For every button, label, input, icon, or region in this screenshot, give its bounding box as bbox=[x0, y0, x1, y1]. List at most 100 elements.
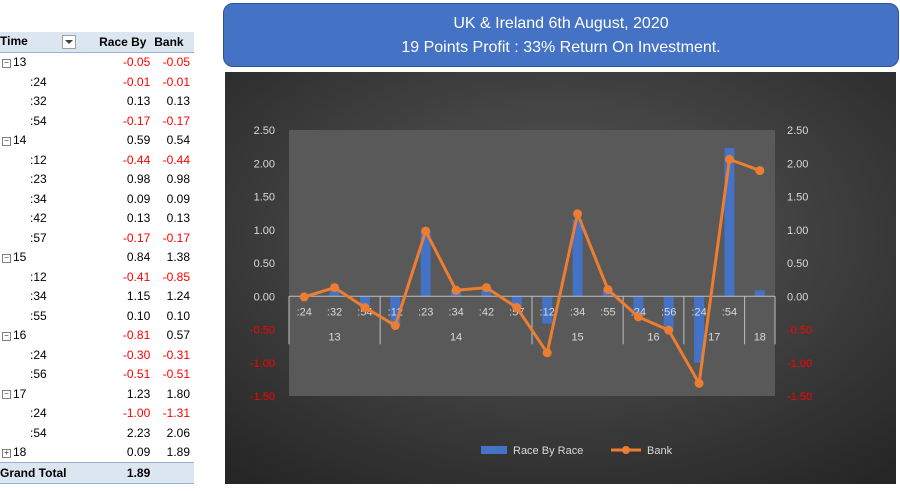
right-y-tick-label: -1.00 bbox=[787, 358, 812, 370]
group-tick-label: 15 bbox=[571, 331, 583, 343]
bank-line bbox=[303, 157, 761, 388]
race-bar bbox=[724, 147, 735, 297]
bar-series bbox=[299, 147, 765, 363]
right-y-tick-label: -0.50 bbox=[787, 325, 812, 337]
expand-icon[interactable]: + bbox=[2, 448, 11, 458]
right-y-tick-label: 2.50 bbox=[787, 125, 808, 137]
race-by-cell: -0.44 bbox=[122, 152, 151, 167]
collapse-icon[interactable]: − bbox=[2, 136, 11, 146]
time-cell: +18 bbox=[0, 443, 95, 463]
time-label: :34 bbox=[30, 289, 47, 304]
bank-point bbox=[390, 321, 400, 331]
race-by-cell: -0.05 bbox=[122, 55, 151, 70]
time-cell: :42 bbox=[0, 209, 95, 229]
time-label: 17 bbox=[13, 386, 27, 401]
left-y-tick-label: 2.00 bbox=[254, 158, 275, 170]
time-cell: :12 bbox=[0, 267, 95, 287]
legend: Race By Race Bank bbox=[481, 445, 673, 457]
bank-cell: 1.38 bbox=[166, 250, 190, 265]
bank-cell: -0.17 bbox=[162, 113, 190, 128]
legend-race-label: Race By Race bbox=[513, 445, 583, 457]
pivot-body: −13 -0.05 -0.05:24 -0.01 -0.01:32 0.13 0.13:54… bbox=[0, 52, 194, 484]
race-by-cell: 0.98 bbox=[126, 172, 151, 187]
race-bar bbox=[663, 296, 674, 331]
category-tick-label: :32 bbox=[327, 306, 342, 318]
bank-header: Bank bbox=[154, 32, 194, 53]
race-by-cell: -0.17 bbox=[122, 113, 151, 128]
race-by-cell: -0.81 bbox=[122, 328, 151, 343]
race-bar bbox=[359, 296, 370, 308]
bank-cell: 0.98 bbox=[166, 172, 190, 187]
group-row[interactable]: −15 0.84 1.38 bbox=[0, 248, 194, 268]
detail-row: :54 -0.17 -0.17 bbox=[0, 111, 194, 131]
right-y-tick-label: 1.00 bbox=[787, 225, 808, 237]
category-tick-label: :34 bbox=[570, 306, 585, 318]
bank-cell: -1.31 bbox=[162, 406, 190, 421]
left-y-tick-label: -0.50 bbox=[250, 325, 275, 337]
time-label: 13 bbox=[13, 55, 27, 70]
category-tick-label: :55 bbox=[600, 306, 615, 318]
legend-bar-swatch bbox=[481, 446, 507, 454]
chart-title-box: UK & Ireland 6th August, 2020 19 Points … bbox=[223, 3, 899, 67]
bank-point bbox=[573, 209, 583, 219]
legend-bank-label: Bank bbox=[647, 445, 673, 457]
detail-row: :12 -0.44 -0.44 bbox=[0, 150, 194, 170]
race-bar bbox=[390, 296, 401, 326]
pivot-table: Time Race By Bank −13 -0.05 -0.05:24 -0.01-… bbox=[0, 32, 194, 484]
bank-point bbox=[664, 325, 674, 335]
bank-cell: -0.01 bbox=[162, 74, 190, 89]
time-label: :55 bbox=[30, 308, 47, 323]
bank-markers bbox=[299, 154, 765, 388]
time-label: Grand Total bbox=[0, 465, 67, 480]
chart-svg: :24:32:54:12:23:34:42:57:12:34:55:24:56:… bbox=[225, 72, 896, 484]
bank-point bbox=[633, 312, 643, 322]
collapse-icon[interactable]: − bbox=[2, 331, 11, 341]
time-cell: −14 bbox=[0, 131, 95, 151]
group-tick-label: 17 bbox=[708, 331, 720, 343]
detail-row: :57 -0.17 -0.17 bbox=[0, 228, 194, 248]
plot-area bbox=[289, 130, 775, 396]
left-y-tick-label: -1.00 bbox=[250, 358, 275, 370]
left-y-tick-label: 1.50 bbox=[254, 192, 275, 204]
time-cell: :24 bbox=[0, 72, 95, 92]
race-by-cell: -1.00 bbox=[122, 406, 151, 421]
collapse-icon[interactable]: − bbox=[2, 253, 11, 263]
race-by-cell: -0.51 bbox=[122, 367, 151, 382]
bank-cell: 0.13 bbox=[166, 94, 190, 109]
filter-dropdown-icon[interactable] bbox=[61, 35, 76, 50]
bank-cell: 0.57 bbox=[166, 328, 190, 343]
group-row[interactable]: −14 0.59 0.54 bbox=[0, 131, 194, 151]
race-by-cell: 0.84 bbox=[126, 250, 151, 265]
group-row[interactable]: −16 -0.81 0.57 bbox=[0, 326, 194, 346]
right-y-tick-label: 0.50 bbox=[787, 258, 808, 270]
time-header[interactable]: Time bbox=[0, 32, 96, 53]
category-tick-label: :54 bbox=[722, 306, 737, 318]
group-row[interactable]: −17 1.23 1.80 bbox=[0, 384, 194, 404]
race-bar bbox=[633, 296, 644, 317]
detail-row: :34 1.15 1.24 bbox=[0, 287, 194, 307]
group-row[interactable]: +18 0.09 1.89 bbox=[0, 443, 194, 463]
bank-point bbox=[542, 348, 552, 358]
time-label: :24 bbox=[30, 347, 47, 362]
bank-point bbox=[451, 285, 461, 295]
bank-point bbox=[724, 154, 734, 164]
left-y-tick-label: 0.50 bbox=[254, 258, 275, 270]
bank-cell: 1.89 bbox=[166, 445, 190, 460]
race-by-cell: -0.17 bbox=[122, 230, 151, 245]
collapse-icon[interactable]: − bbox=[2, 58, 11, 68]
race-by-cell: 0.10 bbox=[126, 308, 151, 323]
collapse-icon[interactable]: − bbox=[2, 390, 11, 400]
bank-cell: -0.51 bbox=[162, 367, 190, 382]
left-axis-labels: 2.50 2.00 1.50 1.00 0.50 0.00 -0.50 -1.00 -1.50 bbox=[250, 125, 275, 403]
race-by-cell: 2.23 bbox=[126, 425, 151, 440]
bank-cell: 1.80 bbox=[166, 386, 190, 401]
time-label: :42 bbox=[30, 211, 47, 226]
group-row[interactable]: −13 -0.05 -0.05 bbox=[0, 52, 194, 72]
time-label: :56 bbox=[30, 367, 47, 382]
time-label: :12 bbox=[30, 269, 47, 284]
bank-cell: 0.13 bbox=[166, 211, 190, 226]
time-cell: :54 bbox=[0, 423, 95, 443]
detail-row: :24 -0.30 -0.31 bbox=[0, 345, 194, 365]
race-by-cell: 1.89 bbox=[95, 462, 155, 484]
bank-cell: 1.24 bbox=[166, 289, 190, 304]
